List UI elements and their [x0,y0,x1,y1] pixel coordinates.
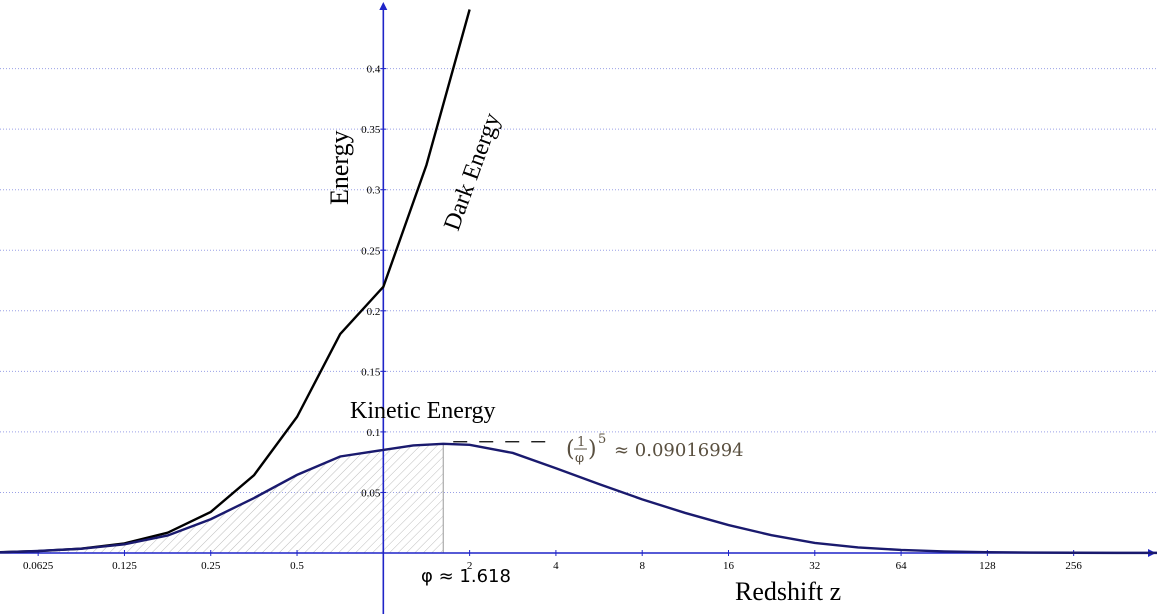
y-tick-label: 0.15 [361,366,381,378]
kinetic-energy-label: Kinetic Energy [350,398,496,424]
y-tick-label: 0.2 [367,306,381,318]
x-tick-label: 32 [809,560,820,572]
tick-labels: 0.05 0.1 0.15 0.2 0.25 0.3 0.35 0.4 0.0625 0.125 0… [23,64,1082,572]
x-tick-label: 2 [467,560,473,572]
peak-formula-close-paren: ) [588,437,597,462]
shaded-area-under-kinetic [0,443,444,553]
y-tick-label: 0.4 [367,64,381,76]
x-tick-label: 4 [553,560,559,572]
y-tick-label: 0.35 [361,124,381,136]
peak-value-note: ≈ 0.09016994 [614,440,744,461]
phi-label: φ ≈ 1.618 [421,566,511,587]
grid-lines [0,68,1157,493]
x-tick-label: 0.0625 [23,560,54,572]
x-tick-label: 0.125 [112,560,137,572]
series-lines [0,9,1157,555]
y-axis-arrow [379,2,388,10]
dark-energy-label: Dark Energy [439,110,505,234]
y-tick-label: 0.05 [361,487,381,499]
x-tick-label: 8 [639,560,645,572]
x-tick-label: 256 [1065,560,1082,572]
peak-formula-denominator: φ [575,451,584,466]
x-tick-label: 128 [979,560,996,572]
peak-formula-exponent: 5 [598,432,606,447]
x-tick-label: 16 [723,560,735,572]
y-tick-label: 0.1 [367,427,381,439]
x-tick-label: 64 [896,560,908,572]
peak-formula-numerator: 1 [577,435,585,450]
y-tick-label: 0.25 [361,245,381,257]
y-axis-label: Energy [325,130,354,205]
peak-formula-open-paren: ( [566,437,575,462]
kinetic-energy-curve [0,442,1157,555]
y-tick-label: 0.3 [367,185,381,197]
x-tick-label: 0.5 [290,560,304,572]
x-axis-label: Redshift z [735,577,841,606]
x-tick-label: 0.25 [201,560,221,572]
peak-formula: ( 1 φ ) 5 [566,432,606,466]
